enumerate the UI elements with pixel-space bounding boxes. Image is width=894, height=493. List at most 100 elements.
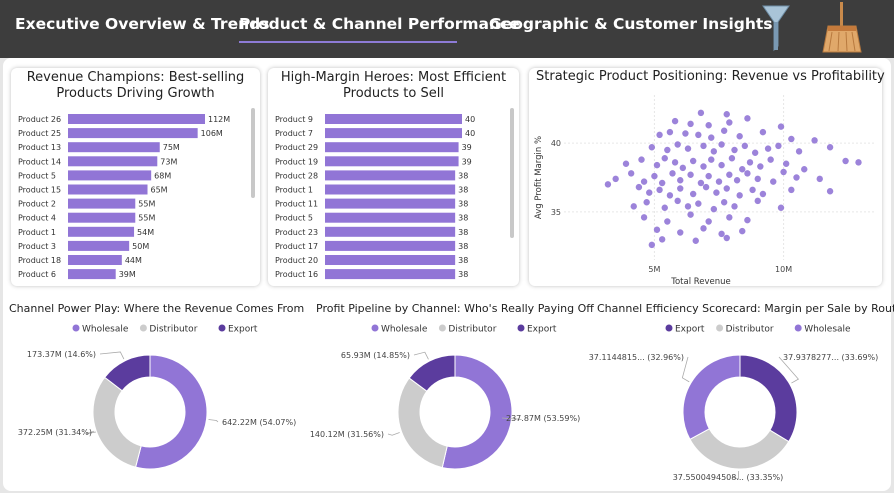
- scatter-point[interactable]: [795, 148, 803, 155]
- scatter-point[interactable]: [777, 123, 785, 130]
- bar-product-28[interactable]: [325, 170, 456, 181]
- tab-product-channel-performance[interactable]: Product & Channel Performance: [239, 15, 520, 33]
- bar-product-4[interactable]: [68, 212, 136, 223]
- bar-product-17[interactable]: [325, 240, 456, 251]
- scatter-point[interactable]: [692, 237, 699, 244]
- scatter-point[interactable]: [705, 218, 712, 225]
- scatter-point[interactable]: [741, 142, 749, 150]
- scatter-point[interactable]: [695, 131, 702, 139]
- scatter-point[interactable]: [687, 171, 694, 178]
- scatter-point[interactable]: [718, 141, 725, 148]
- legend-label-distributor[interactable]: Distributor: [448, 325, 496, 335]
- scatter-point[interactable]: [697, 109, 705, 117]
- tab-geographic-customer-insights[interactable]: Geographic & Customer Insights: [489, 15, 773, 33]
- bar-product-19[interactable]: [325, 156, 459, 167]
- legend-label-wholesale[interactable]: Wholesale: [381, 325, 428, 335]
- donut-slice-wholesale[interactable]: [134, 354, 208, 470]
- bar-product-16[interactable]: [325, 269, 456, 280]
- scatter-point[interactable]: [793, 174, 800, 181]
- bar-product-26[interactable]: [68, 114, 205, 124]
- bar-product-23[interactable]: [325, 226, 456, 237]
- funnel-icon[interactable]: [760, 2, 792, 58]
- scatter-point[interactable]: [767, 156, 774, 163]
- bar-product-29[interactable]: [325, 142, 459, 153]
- scatter-point[interactable]: [700, 225, 707, 232]
- scatter-point[interactable]: [658, 179, 666, 187]
- scatter-point[interactable]: [700, 163, 707, 170]
- scatter-point[interactable]: [671, 159, 679, 166]
- scatter-point[interactable]: [788, 186, 795, 194]
- scatter-point[interactable]: [664, 218, 671, 225]
- scatter-point[interactable]: [708, 156, 715, 163]
- bar-product-14[interactable]: [68, 156, 158, 167]
- scatter-point[interactable]: [731, 146, 738, 154]
- scatter-point[interactable]: [664, 146, 671, 154]
- scatter-point[interactable]: [746, 159, 754, 166]
- bar-product-9[interactable]: [325, 114, 462, 124]
- scatter-point[interactable]: [739, 227, 746, 235]
- scatter-point[interactable]: [677, 185, 684, 192]
- scatter-point[interactable]: [726, 171, 733, 178]
- scatter-point[interactable]: [661, 155, 668, 162]
- scatter-point[interactable]: [648, 241, 656, 249]
- scatter-point[interactable]: [720, 127, 728, 134]
- scatter-point[interactable]: [713, 189, 720, 196]
- scatter-point[interactable]: [666, 192, 674, 199]
- scatter-point[interactable]: [718, 230, 725, 238]
- scatter-point[interactable]: [687, 120, 694, 128]
- bar-product-6[interactable]: [68, 269, 116, 280]
- scatter-point[interactable]: [708, 134, 715, 141]
- scatter-point[interactable]: [653, 161, 661, 169]
- scatter-point[interactable]: [646, 189, 653, 196]
- scatter-point[interactable]: [764, 145, 772, 152]
- scatter-point[interactable]: [754, 175, 761, 183]
- scatter-point[interactable]: [726, 119, 733, 126]
- scatter-point[interactable]: [715, 178, 723, 185]
- scatter-point[interactable]: [669, 170, 676, 177]
- scatter-point[interactable]: [661, 204, 668, 211]
- donut-slice-wholesale[interactable]: [441, 354, 513, 470]
- scatter-point[interactable]: [638, 156, 645, 163]
- scatter-point[interactable]: [640, 178, 648, 185]
- donut-slice-distributor[interactable]: [689, 428, 790, 470]
- broom-icon[interactable]: [820, 2, 864, 60]
- scatter-point[interactable]: [682, 130, 689, 137]
- scatter-point[interactable]: [648, 144, 656, 151]
- scatter-point[interactable]: [679, 164, 687, 172]
- scatter-point[interactable]: [677, 229, 684, 236]
- scatter-point[interactable]: [736, 192, 743, 199]
- scatter-point[interactable]: [744, 216, 751, 224]
- scatter-point[interactable]: [666, 128, 674, 136]
- scatter-point[interactable]: [720, 199, 728, 206]
- scatter-point[interactable]: [640, 214, 648, 221]
- scatter-point[interactable]: [627, 170, 635, 177]
- donut-slice-export[interactable]: [104, 354, 151, 392]
- scatter-point[interactable]: [695, 200, 702, 207]
- tab-executive-overview[interactable]: Executive Overview & Trends: [15, 15, 270, 33]
- scatter-point[interactable]: [630, 203, 637, 210]
- legend-label-distributor[interactable]: Distributor: [726, 325, 774, 335]
- scatter-point[interactable]: [658, 236, 666, 243]
- legend-label-distributor[interactable]: Distributor: [149, 325, 197, 335]
- scatter-point[interactable]: [671, 117, 679, 125]
- scatter-point[interactable]: [684, 203, 692, 210]
- bar-product-25[interactable]: [68, 128, 198, 139]
- scatter-point[interactable]: [643, 199, 650, 206]
- scatter-point[interactable]: [687, 211, 694, 218]
- scatter-point[interactable]: [842, 157, 849, 165]
- scatter-point[interactable]: [684, 145, 692, 152]
- scatter-point[interactable]: [635, 183, 643, 191]
- scatter-point[interactable]: [674, 141, 681, 148]
- scatter-point[interactable]: [612, 175, 619, 183]
- legend-label-export[interactable]: Export: [228, 325, 258, 335]
- scatter-point[interactable]: [705, 122, 712, 129]
- scatter-point[interactable]: [656, 131, 663, 139]
- vertical-scrollbar[interactable]: [510, 108, 514, 238]
- scatter-point[interactable]: [700, 142, 707, 150]
- scatter-point[interactable]: [677, 177, 684, 184]
- scatter-point[interactable]: [723, 185, 730, 192]
- scatter-point[interactable]: [826, 188, 834, 195]
- scatter-point[interactable]: [801, 166, 808, 173]
- scatter-point[interactable]: [759, 190, 767, 198]
- bar-product-1[interactable]: [325, 184, 456, 195]
